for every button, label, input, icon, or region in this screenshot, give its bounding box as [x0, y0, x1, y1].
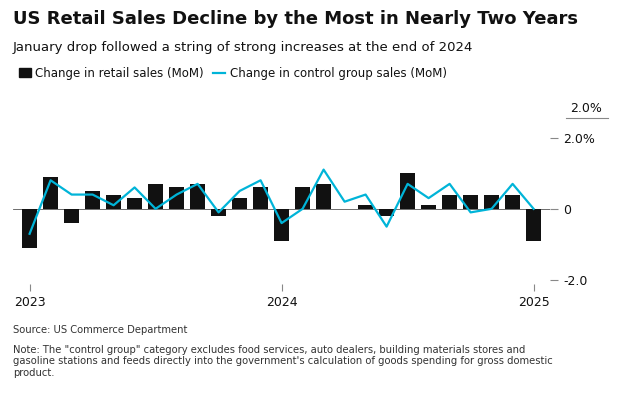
Text: Note: The "control group" category excludes food services, auto dealers, buildin: Note: The "control group" category exclu…: [13, 345, 552, 378]
Bar: [232, 198, 248, 209]
Legend: Change in retail sales (MoM), Change in control group sales (MoM): Change in retail sales (MoM), Change in …: [19, 67, 447, 80]
Bar: [484, 195, 499, 209]
Bar: [442, 195, 458, 209]
Bar: [106, 195, 122, 209]
Bar: [148, 184, 163, 209]
Bar: [127, 198, 143, 209]
Bar: [400, 173, 415, 209]
Bar: [505, 195, 520, 209]
Text: 2.0%: 2.0%: [570, 102, 602, 115]
Text: January drop followed a string of strong increases at the end of 2024: January drop followed a string of strong…: [13, 41, 473, 54]
Bar: [274, 209, 289, 241]
Bar: [463, 195, 479, 209]
Bar: [253, 188, 268, 209]
Bar: [295, 188, 310, 209]
Bar: [84, 191, 100, 209]
Bar: [358, 205, 374, 209]
Bar: [43, 177, 58, 209]
Bar: [316, 184, 332, 209]
Bar: [189, 184, 205, 209]
Text: US Retail Sales Decline by the Most in Nearly Two Years: US Retail Sales Decline by the Most in N…: [13, 10, 578, 28]
Bar: [525, 209, 541, 241]
Bar: [22, 209, 38, 248]
Bar: [169, 188, 184, 209]
Bar: [379, 209, 394, 216]
Text: Source: US Commerce Department: Source: US Commerce Department: [13, 325, 187, 335]
Bar: [64, 209, 79, 223]
Bar: [420, 205, 436, 209]
Bar: [211, 209, 227, 216]
